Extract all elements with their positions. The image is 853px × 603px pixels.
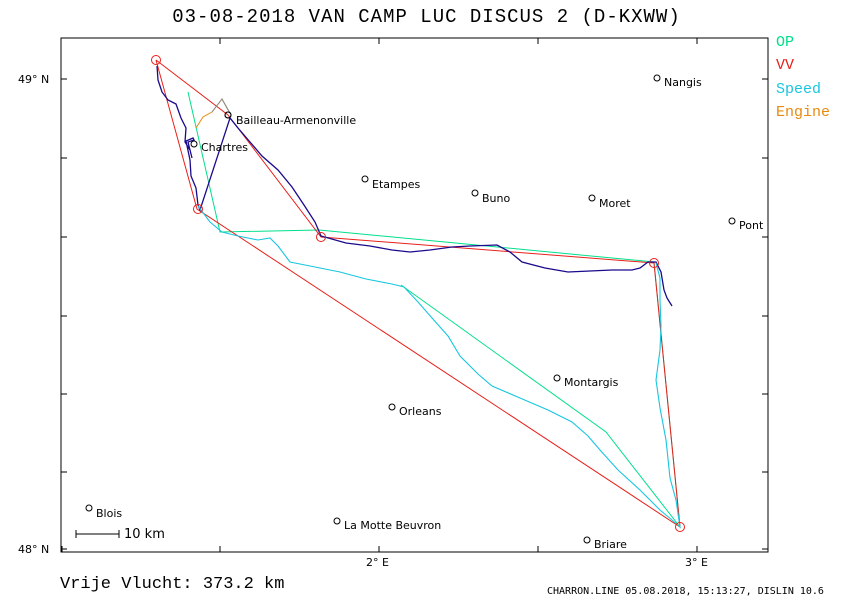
town-label-pont: Pont [739, 219, 764, 232]
blue-track [156, 65, 673, 307]
town-label-chartres: Chartres [201, 141, 248, 154]
engine-gray-line [211, 98, 231, 114]
right-ticks [762, 78, 768, 550]
flight-title: 03-08-2018 VAN CAMP LUC DISCUS 2 (D-KXWW… [172, 6, 681, 28]
turnpoint-circle [151, 55, 161, 65]
town-label-briare: Briare [594, 538, 627, 551]
town-label-buno: Buno [482, 192, 510, 205]
bottom-ticks [61, 546, 698, 552]
town-label-nangis: Nangis [664, 76, 702, 89]
op-line [187, 91, 681, 529]
town-label-blois: Blois [96, 507, 122, 520]
file-info-text: CHARRON.LINE 05.08.2018, 15:13:27, DISLI… [547, 586, 824, 597]
lon-label-2e: 2° E [366, 556, 389, 569]
scale-bar [75, 530, 120, 538]
map-frame [60, 37, 769, 553]
town-markers [85, 74, 736, 544]
scale-label: 10 km [124, 527, 165, 542]
lat-label-49: 49° N [18, 73, 49, 86]
turnpoint-circle [675, 522, 685, 532]
town-label-la-motte-beuvron: La Motte Beuvron [344, 519, 441, 532]
town-label-moret: Moret [599, 197, 631, 210]
cyan-track [197, 205, 681, 529]
lat-label-48: 48° N [18, 543, 49, 556]
lon-label-3e: 3° E [685, 556, 708, 569]
legend-vv: VV [776, 57, 795, 74]
town-label-bailleau: Bailleau-Armenonville [236, 114, 356, 127]
legend-op: OP [776, 34, 795, 51]
legend-engine: Engine [776, 104, 831, 121]
town-label-montargis: Montargis [564, 376, 619, 389]
turnpoint-circle [649, 258, 659, 268]
left-ticks [61, 78, 67, 550]
vv-line [155, 59, 681, 528]
turnpoint-circle [316, 232, 326, 242]
top-ticks [219, 38, 698, 44]
turnpoint-circle [193, 204, 203, 214]
distance-text: Vrije Vlucht: 373.2 km [60, 575, 285, 594]
town-label-orleans: Orleans [399, 405, 442, 418]
legend-speed: Speed [776, 81, 822, 98]
town-label-etampes: Etampes [372, 178, 420, 191]
